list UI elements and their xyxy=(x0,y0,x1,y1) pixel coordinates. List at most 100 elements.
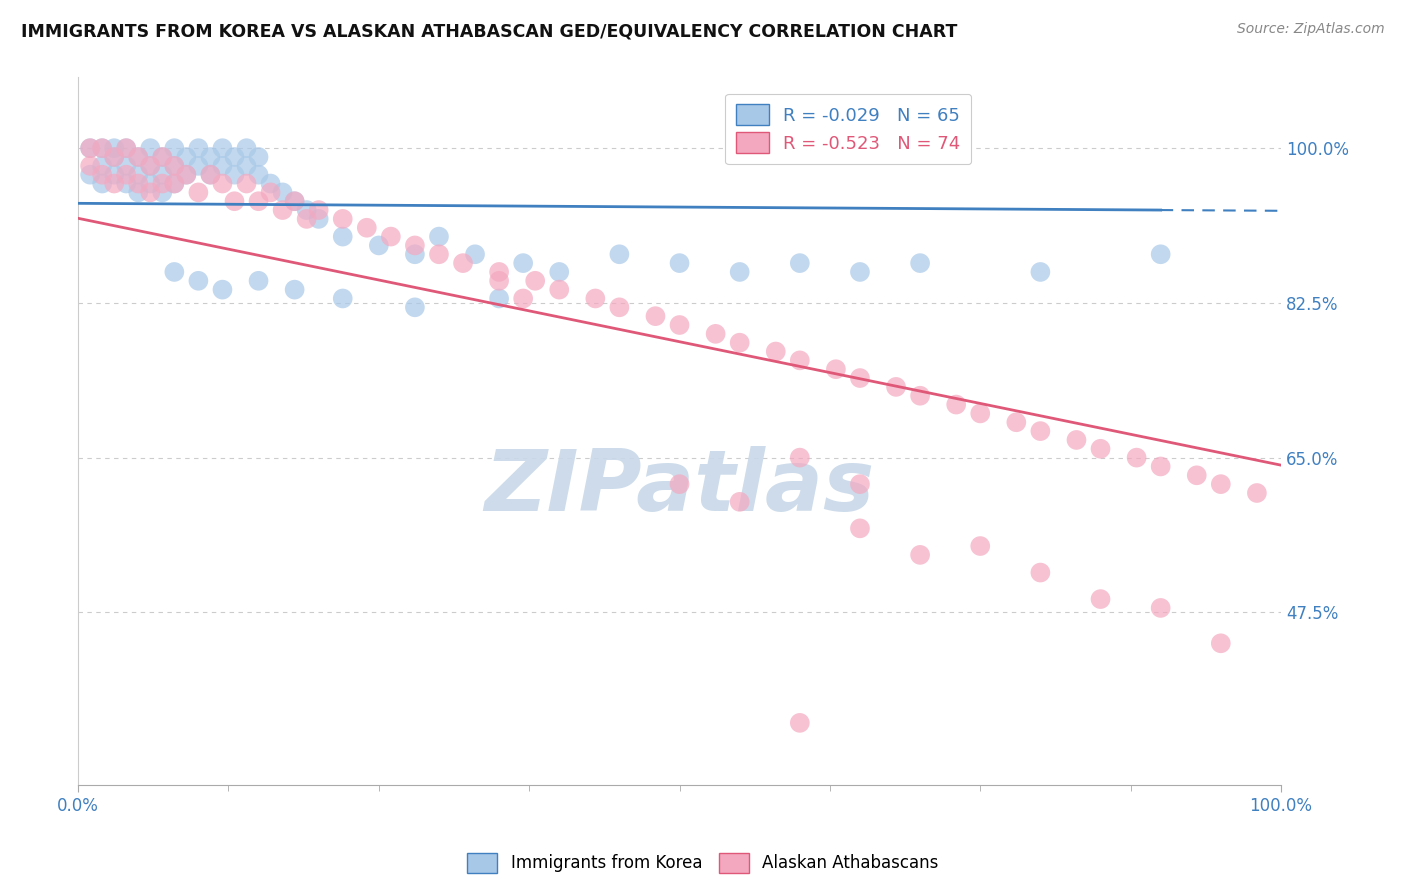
Point xyxy=(512,256,534,270)
Point xyxy=(150,186,173,200)
Point xyxy=(668,318,690,332)
Point xyxy=(1209,477,1232,491)
Point xyxy=(115,159,138,173)
Point xyxy=(187,141,209,155)
Point xyxy=(103,168,125,182)
Point xyxy=(139,141,162,155)
Point xyxy=(488,274,510,288)
Point xyxy=(1209,636,1232,650)
Point xyxy=(728,335,751,350)
Point xyxy=(91,141,114,155)
Text: IMMIGRANTS FROM KOREA VS ALASKAN ATHABASCAN GED/EQUIVALENCY CORRELATION CHART: IMMIGRANTS FROM KOREA VS ALASKAN ATHABAS… xyxy=(21,22,957,40)
Point xyxy=(1090,592,1112,607)
Point xyxy=(200,150,222,164)
Point xyxy=(150,177,173,191)
Point xyxy=(127,168,149,182)
Point xyxy=(548,283,571,297)
Point xyxy=(211,177,233,191)
Point xyxy=(1029,424,1052,438)
Point xyxy=(404,247,426,261)
Point xyxy=(235,177,257,191)
Point xyxy=(163,159,186,173)
Point xyxy=(259,186,281,200)
Point xyxy=(259,177,281,191)
Point xyxy=(367,238,389,252)
Point xyxy=(728,265,751,279)
Point xyxy=(187,186,209,200)
Point xyxy=(308,202,330,217)
Point xyxy=(247,150,270,164)
Point xyxy=(908,256,931,270)
Point xyxy=(908,389,931,403)
Point xyxy=(404,238,426,252)
Point xyxy=(969,539,991,553)
Point xyxy=(187,159,209,173)
Point xyxy=(825,362,848,376)
Point xyxy=(765,344,787,359)
Point xyxy=(908,548,931,562)
Point xyxy=(103,150,125,164)
Legend: Immigrants from Korea, Alaskan Athabascans: Immigrants from Korea, Alaskan Athabasca… xyxy=(461,847,945,880)
Point xyxy=(127,177,149,191)
Point xyxy=(789,450,811,465)
Point xyxy=(176,150,198,164)
Point xyxy=(103,177,125,191)
Point xyxy=(332,292,354,306)
Text: ZIPatlas: ZIPatlas xyxy=(485,446,875,529)
Point xyxy=(1029,265,1052,279)
Point xyxy=(224,168,246,182)
Point xyxy=(211,283,233,297)
Point xyxy=(548,265,571,279)
Point xyxy=(163,265,186,279)
Point xyxy=(849,371,872,385)
Point xyxy=(789,715,811,730)
Point xyxy=(91,159,114,173)
Point xyxy=(728,495,751,509)
Point xyxy=(115,168,138,182)
Point xyxy=(163,159,186,173)
Point xyxy=(235,141,257,155)
Point xyxy=(79,168,101,182)
Point xyxy=(139,159,162,173)
Point xyxy=(356,220,378,235)
Point xyxy=(211,159,233,173)
Point xyxy=(1246,486,1268,500)
Point xyxy=(163,141,186,155)
Point xyxy=(704,326,727,341)
Point xyxy=(91,177,114,191)
Point xyxy=(512,292,534,306)
Point xyxy=(211,141,233,155)
Point xyxy=(609,301,631,315)
Point xyxy=(583,292,606,306)
Point xyxy=(103,150,125,164)
Point xyxy=(127,150,149,164)
Point xyxy=(1150,459,1173,474)
Point xyxy=(295,211,318,226)
Point xyxy=(945,398,967,412)
Point xyxy=(271,202,294,217)
Point xyxy=(224,150,246,164)
Point xyxy=(163,177,186,191)
Point xyxy=(247,194,270,209)
Text: Source: ZipAtlas.com: Source: ZipAtlas.com xyxy=(1237,22,1385,37)
Point xyxy=(271,186,294,200)
Point xyxy=(1150,247,1173,261)
Point xyxy=(488,265,510,279)
Point xyxy=(849,265,872,279)
Point xyxy=(176,168,198,182)
Point xyxy=(79,141,101,155)
Point xyxy=(127,150,149,164)
Point xyxy=(1150,601,1173,615)
Point xyxy=(609,247,631,261)
Point xyxy=(849,477,872,491)
Point xyxy=(488,292,510,306)
Point xyxy=(668,477,690,491)
Point xyxy=(163,177,186,191)
Point xyxy=(235,159,257,173)
Point xyxy=(200,168,222,182)
Point xyxy=(332,229,354,244)
Point xyxy=(284,283,307,297)
Point xyxy=(427,229,450,244)
Point xyxy=(884,380,907,394)
Point xyxy=(91,168,114,182)
